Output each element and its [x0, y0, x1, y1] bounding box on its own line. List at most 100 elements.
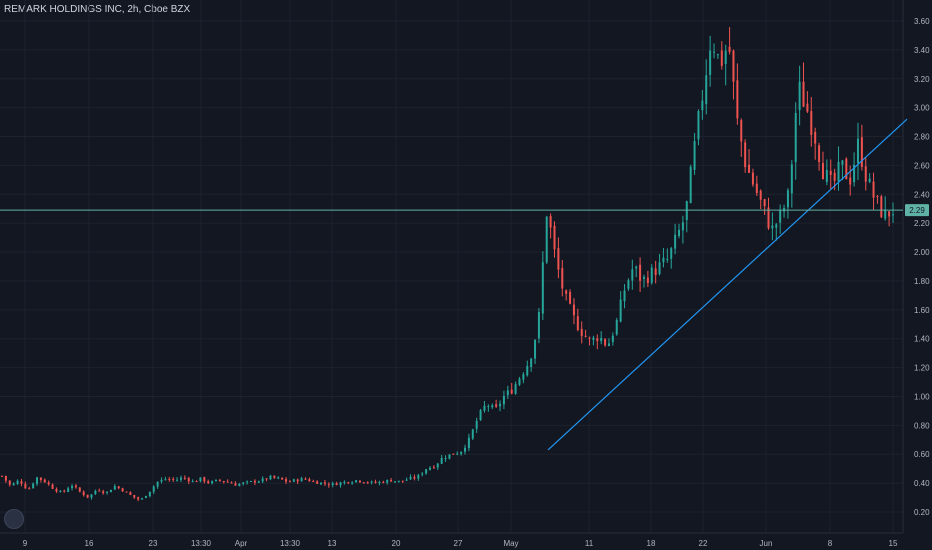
candle-body: [109, 489, 112, 493]
candle-body: [467, 437, 470, 449]
candle-body: [779, 209, 782, 223]
candle-body: [697, 111, 700, 140]
candle-body: [499, 403, 502, 407]
candle-body: [825, 170, 828, 182]
candle-body: [872, 181, 875, 198]
candle-body: [444, 458, 447, 460]
candle-body: [483, 405, 486, 411]
candle-body: [884, 209, 887, 219]
candle-body: [456, 453, 459, 455]
candle-body: [592, 337, 595, 340]
candle-body: [584, 335, 587, 337]
x-tick-label: 20: [392, 539, 401, 548]
candle-body: [448, 454, 451, 459]
candle-body: [674, 234, 677, 249]
x-tick-label: 13:30: [280, 539, 301, 548]
candle-body: [281, 477, 284, 480]
tradingview-logo-icon[interactable]: [4, 509, 24, 529]
candle-body: [856, 138, 859, 164]
candle-body: [642, 276, 645, 279]
candle-body: [829, 170, 832, 175]
last-price-tag: [905, 204, 929, 217]
candle-body: [102, 491, 105, 494]
candle-body: [821, 163, 824, 180]
candle-body: [705, 75, 708, 105]
candle-body: [292, 479, 295, 482]
candle-body: [662, 257, 665, 263]
candle-body: [751, 172, 754, 185]
y-tick-label: 2.00: [914, 248, 930, 257]
candle-body: [106, 491, 109, 493]
candle-body: [837, 161, 840, 182]
candle-body: [382, 481, 385, 483]
candle-body: [888, 211, 891, 217]
candle-body: [849, 177, 852, 185]
y-tick-label: 0.60: [914, 450, 930, 459]
candle-body: [502, 395, 505, 405]
candle-body: [880, 196, 883, 218]
trendline: [547, 118, 908, 451]
candle-body: [748, 164, 751, 173]
candle-body: [250, 481, 253, 483]
candle-body: [452, 453, 455, 455]
candle-body: [238, 483, 241, 486]
candle-body: [678, 229, 681, 236]
candle-body: [397, 480, 400, 482]
candle-body: [312, 481, 315, 483]
candle-body: [393, 481, 396, 483]
candle-body: [794, 112, 797, 163]
candle-body: [98, 490, 101, 492]
candle-body: [203, 477, 206, 482]
candle-body: [59, 490, 62, 492]
candle-body: [833, 172, 836, 181]
candle-body: [868, 178, 871, 182]
candle-body: [790, 164, 793, 194]
candle-body: [187, 478, 190, 482]
candle-body: [300, 478, 303, 482]
candle-body: [222, 481, 225, 483]
y-tick-label: 0.40: [914, 479, 930, 488]
y-tick-label: 2.60: [914, 161, 930, 170]
candle-body: [207, 481, 210, 484]
candle-body: [179, 477, 182, 480]
candle-body: [471, 429, 474, 439]
candle-body: [351, 482, 354, 484]
candle-body: [565, 290, 568, 294]
candle-body: [553, 225, 556, 250]
candle-body: [588, 337, 591, 339]
candle-body: [133, 494, 136, 498]
candle-body: [117, 486, 120, 489]
candle-body: [8, 480, 11, 485]
candle-body: [569, 291, 572, 304]
candle-body: [693, 141, 696, 170]
candle-body: [806, 103, 809, 112]
candle-body: [129, 492, 132, 495]
candle-body: [78, 487, 81, 492]
candle-body: [479, 410, 482, 421]
candle-body: [55, 488, 58, 492]
x-tick-label: 18: [647, 539, 656, 548]
candle-body: [604, 339, 607, 346]
candle-body: [549, 216, 552, 228]
candle-body: [113, 486, 116, 490]
candle-body: [541, 262, 544, 314]
candle-body: [487, 406, 490, 408]
candle-body: [242, 482, 245, 484]
candle-body: [183, 477, 186, 479]
candle-body: [125, 491, 128, 493]
candle-body: [1, 475, 3, 477]
candle-body: [285, 479, 288, 482]
candle-body: [767, 207, 770, 229]
candle-body: [320, 482, 323, 485]
x-tick-label: 13: [328, 539, 337, 548]
candle-body: [277, 477, 280, 479]
candle-body: [230, 482, 233, 484]
candle-body: [172, 478, 175, 480]
x-tick-label: Apr: [235, 539, 248, 548]
candle-body: [71, 485, 74, 489]
candle-body: [495, 404, 498, 407]
candle-body: [522, 374, 525, 380]
candle-body: [720, 50, 723, 66]
candle-body: [759, 190, 762, 200]
